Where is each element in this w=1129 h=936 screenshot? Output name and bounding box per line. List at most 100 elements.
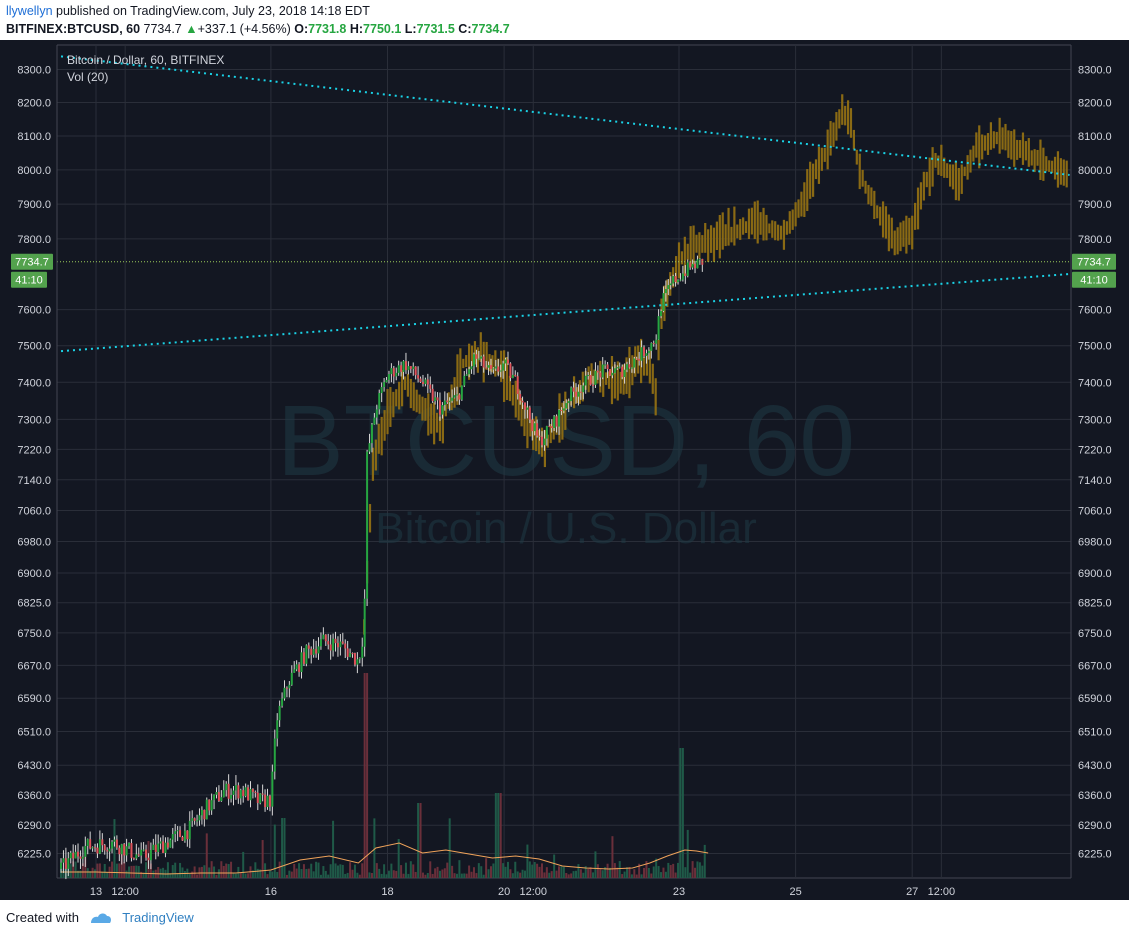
candle-body [298, 664, 301, 673]
last-price-badge-right: 7734.7 [1077, 257, 1111, 269]
candle-body [480, 356, 483, 359]
candle-body [536, 423, 539, 436]
up-arrow-icon: ▲ [185, 22, 198, 36]
candle-body [667, 285, 670, 290]
volume-bar [162, 867, 165, 878]
volume-bar [567, 874, 570, 878]
candle-body [176, 830, 179, 832]
candle-body [137, 854, 140, 856]
volume-bar [684, 867, 687, 878]
grid [56, 44, 1072, 879]
volume-bar [79, 870, 82, 878]
candle-body [120, 844, 123, 855]
volume-bar [341, 864, 344, 878]
volume-bar [271, 871, 274, 878]
volume-bar [268, 870, 271, 878]
candle-body [237, 785, 240, 799]
candle-body [181, 836, 184, 841]
candle-body [210, 800, 213, 811]
candle-body [69, 852, 72, 859]
candle-body [174, 831, 177, 835]
candle-body [540, 436, 543, 446]
volume-bar [390, 863, 393, 878]
candle-body [528, 407, 531, 420]
candle-body [96, 847, 99, 854]
volume-bar [470, 871, 473, 878]
candle-body [455, 394, 458, 396]
volume-bar [115, 863, 118, 878]
price-axis[interactable]: 8300.0 8300.0 8200.0 8200.0 8100.0 8100.0 8000… [0, 40, 1129, 900]
candle-body [225, 783, 228, 791]
candle-body [560, 409, 563, 411]
trendlines[interactable] [60, 55, 1070, 353]
candle-body [543, 438, 546, 446]
volume-bar [650, 873, 653, 878]
volume-bar [645, 861, 648, 878]
candle-body [618, 366, 621, 368]
candle-body [312, 649, 315, 655]
volume-bar [349, 862, 352, 878]
watermark-name: Bitcoin / U.S. Dollar [375, 504, 756, 553]
volume-bar [152, 870, 155, 878]
volume-bar [630, 874, 633, 878]
volume-bar [234, 873, 237, 878]
volume-bar [254, 862, 257, 878]
price-tick-right: 6430.0 [1078, 760, 1112, 772]
candle-body [81, 856, 84, 859]
time-axis[interactable]: 13 12:00 16 18 20 12:00 23 25 27 12:00 [90, 886, 955, 898]
volume-bar [149, 863, 152, 878]
candle-body [438, 400, 441, 415]
volume-bar [193, 866, 196, 878]
volume-bar [322, 866, 325, 878]
volume-bar [247, 873, 250, 878]
volume-bar [657, 866, 660, 878]
candle-body [587, 375, 590, 377]
volume-bar [96, 863, 99, 878]
volume-bar [618, 861, 621, 878]
candle-body [171, 834, 174, 840]
volume-bar [72, 861, 75, 878]
price-chart[interactable]: BTCUSD, 60 Bitcoin / U.S. Dollar 8300.0 8… [0, 40, 1129, 900]
trendline-lower[interactable] [60, 272, 1070, 353]
price-tick-right: 6900.0 [1078, 568, 1112, 580]
volume-bar [310, 863, 313, 878]
price-tick-right: 7060.0 [1078, 505, 1112, 517]
candle-body [234, 785, 237, 791]
volume-bar [103, 863, 106, 878]
volume-bar [295, 868, 298, 878]
volume-bar [492, 863, 495, 878]
candle-body [426, 379, 429, 385]
candle-body [516, 376, 519, 395]
volume-bar [366, 673, 369, 878]
candle-body [186, 830, 189, 840]
volume-bar [317, 862, 320, 878]
volume-bar [536, 863, 539, 878]
author-link[interactable]: llywellyn [6, 4, 53, 18]
candle-body [609, 369, 612, 376]
candle-body [74, 851, 77, 859]
volume-bar [640, 874, 643, 878]
candle-body [89, 839, 92, 849]
candle-body [273, 738, 276, 772]
candle-body [230, 794, 233, 799]
candle-body [79, 856, 82, 859]
volume-bar [446, 862, 449, 878]
candle-body [363, 598, 366, 647]
candle-body [62, 858, 65, 863]
candle-body [368, 443, 371, 452]
candle-body [429, 384, 432, 389]
trendline-upper[interactable] [60, 55, 1070, 176]
candle-body [217, 792, 220, 802]
tradingview-link[interactable]: TradingView [122, 910, 194, 925]
volume-bar [106, 872, 109, 878]
volume-bar [426, 873, 429, 878]
candle-body [169, 839, 172, 848]
candle-body [324, 634, 327, 642]
volume-bar [346, 872, 349, 878]
price-tick-right: 8200.0 [1078, 98, 1112, 110]
volume-bar [686, 829, 689, 878]
volume-bar [302, 864, 305, 878]
time-tick: 16 [265, 886, 277, 898]
candle-body [339, 641, 342, 648]
candle-body [652, 343, 655, 345]
